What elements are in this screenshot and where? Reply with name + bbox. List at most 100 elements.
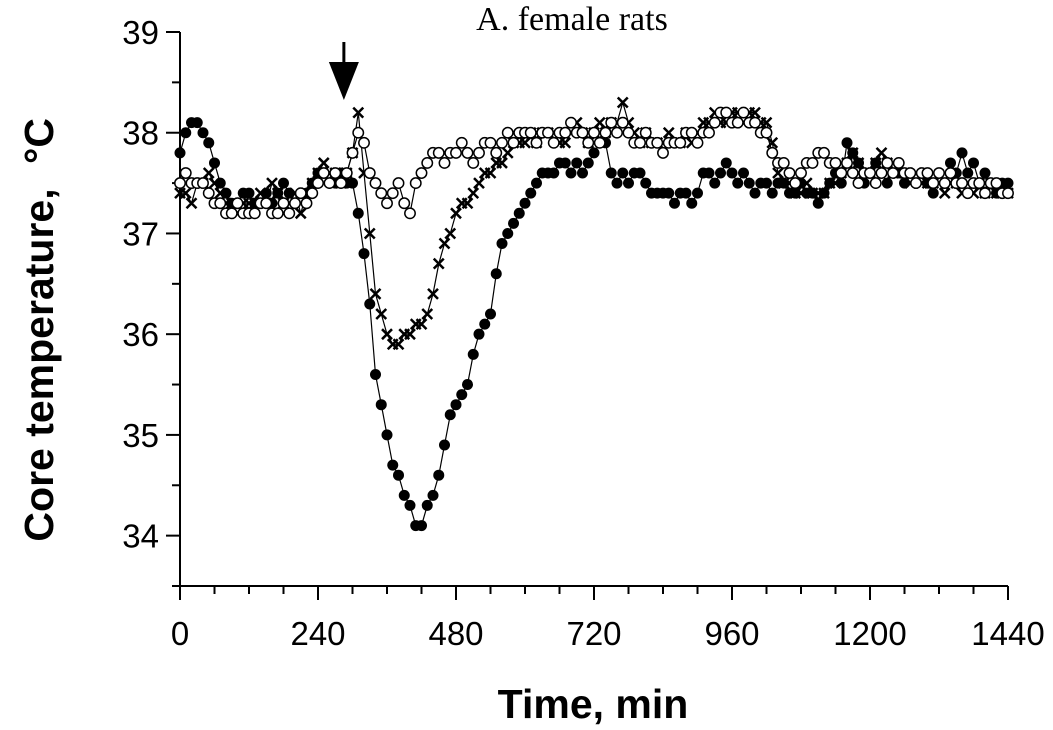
data-point-filled — [427, 489, 439, 501]
data-point-cross — [202, 167, 215, 179]
data-point-open — [461, 146, 474, 159]
data-point-filled — [502, 227, 514, 239]
data-point-cross — [266, 177, 278, 189]
data-point-open — [317, 167, 330, 179]
data-point-open — [197, 177, 209, 190]
data-point-filled — [686, 197, 698, 209]
data-point-filled — [243, 187, 255, 199]
data-point-filled — [352, 207, 364, 219]
data-point-open — [616, 116, 629, 129]
data-point-filled — [927, 187, 939, 199]
data-point-open — [455, 136, 468, 149]
data-point-filled — [358, 248, 370, 260]
data-point-open — [875, 167, 888, 179]
data-point-filled — [812, 197, 824, 209]
data-point-open — [846, 167, 859, 179]
data-point-cross — [616, 96, 629, 109]
data-point-filled — [663, 187, 675, 199]
data-point-open — [674, 136, 687, 149]
data-point-cross — [818, 187, 830, 200]
data-point-filled — [577, 167, 588, 179]
data-point-cross — [415, 318, 428, 330]
data-point-open — [421, 156, 434, 169]
data-point-open — [892, 156, 905, 169]
data-point-cross — [421, 308, 434, 320]
data-point-filled — [203, 137, 215, 149]
data-point-filled — [720, 157, 732, 169]
x-tick-label: 720 — [566, 615, 621, 652]
data-point-filled — [582, 157, 594, 169]
data-point-open — [369, 177, 382, 190]
data-point-filled — [450, 399, 462, 411]
data-point-filled — [531, 177, 542, 189]
data-point-cross — [294, 207, 307, 220]
data-point-open — [777, 156, 790, 169]
chart-title: A. female rats — [476, 1, 668, 38]
data-point-filled — [496, 238, 508, 250]
data-point-open — [432, 146, 445, 159]
data-point-open — [599, 126, 612, 139]
data-point-open — [829, 156, 842, 169]
data-point-filled — [548, 167, 560, 179]
data-point-open — [611, 126, 623, 139]
data-point-filled — [956, 147, 968, 159]
data-point-filled — [479, 318, 491, 330]
data-point-filled — [421, 499, 433, 511]
data-point-open — [363, 167, 376, 179]
data-point-filled — [370, 368, 381, 380]
data-point-cross — [438, 237, 451, 250]
data-point-filled — [634, 167, 646, 179]
data-point-filled — [381, 429, 393, 441]
data-point-open — [289, 197, 301, 210]
data-point-filled — [387, 459, 399, 471]
data-point-filled — [611, 177, 623, 189]
data-point-open — [473, 146, 485, 159]
data-point-filled — [375, 399, 387, 411]
data-point-cross — [271, 187, 284, 200]
data-point-open — [582, 136, 595, 149]
data-point-open — [869, 177, 882, 190]
data-point-open — [685, 126, 698, 139]
data-point-open — [835, 167, 848, 179]
data-point-filled — [485, 308, 496, 320]
data-point-filled — [726, 167, 738, 179]
data-point-cross — [760, 116, 773, 129]
data-point-filled — [968, 157, 979, 169]
data-point-open — [731, 116, 744, 129]
data-point-cross — [559, 136, 572, 149]
data-point-open — [438, 156, 451, 169]
data-point-open — [708, 116, 721, 129]
x-tick-label: 1200 — [833, 615, 906, 652]
data-point-open — [576, 126, 589, 139]
data-point-filled — [588, 147, 600, 159]
data-point-filled — [508, 217, 519, 229]
data-point-open — [450, 146, 462, 159]
data-point-open — [979, 187, 991, 200]
data-point-open — [990, 177, 1003, 190]
data-point-filled — [709, 177, 721, 189]
y-tick-label: 37 — [122, 215, 159, 252]
data-point-filled — [703, 167, 715, 179]
data-point-open — [323, 177, 336, 190]
data-point-open — [944, 167, 957, 179]
data-point-open — [490, 146, 503, 159]
data-point-filled — [456, 389, 468, 401]
data-point-open — [530, 136, 543, 149]
data-point-cross — [800, 177, 813, 189]
annotation-layer — [328, 42, 359, 100]
y-tick-label: 36 — [122, 316, 159, 353]
data-point-filled — [841, 137, 853, 149]
data-point-filled — [278, 177, 289, 189]
data-point-open — [294, 187, 307, 200]
data-point-cross — [869, 157, 882, 169]
x-tick-label: 1440 — [971, 615, 1044, 652]
series-2 — [174, 106, 1014, 220]
data-point-open — [921, 167, 934, 179]
data-point-filled — [565, 167, 577, 179]
data-point-cross — [501, 146, 514, 159]
data-point-cross — [375, 308, 388, 320]
data-point-cross — [938, 187, 951, 200]
data-point-cross — [254, 187, 267, 200]
data-point-filled — [444, 409, 456, 421]
data-point-open — [818, 146, 830, 159]
